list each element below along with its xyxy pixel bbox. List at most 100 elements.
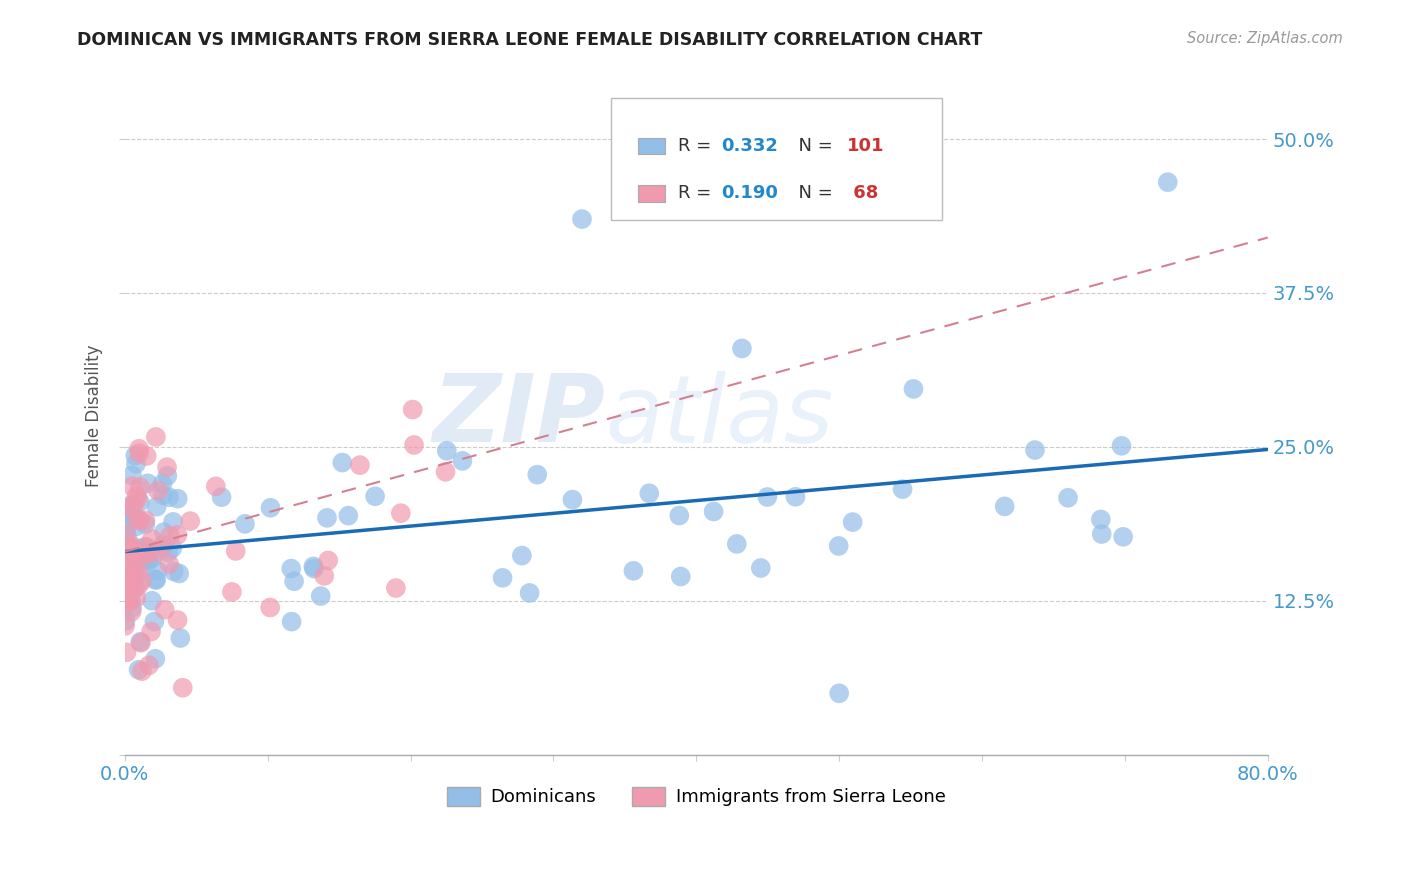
- Point: [129, 480, 152, 494]
- Point: [1111, 439, 1133, 453]
- Point: [526, 467, 548, 482]
- Point: [1112, 530, 1135, 544]
- Point: [179, 514, 201, 528]
- Point: [166, 491, 188, 506]
- Point: [122, 562, 145, 576]
- Point: [117, 531, 139, 545]
- Point: [167, 566, 190, 581]
- Point: [134, 540, 156, 554]
- Point: [703, 504, 725, 518]
- Point: [785, 490, 807, 504]
- Point: [124, 544, 146, 558]
- Point: [122, 499, 145, 513]
- Y-axis label: Female Disability: Female Disability: [86, 345, 103, 487]
- Point: [143, 651, 166, 665]
- Point: [519, 586, 541, 600]
- Point: [125, 547, 148, 561]
- Point: [127, 491, 149, 506]
- Point: [259, 600, 281, 615]
- Point: [117, 505, 139, 519]
- Point: [221, 585, 243, 599]
- Point: [994, 500, 1017, 514]
- Text: 0.332: 0.332: [721, 136, 779, 154]
- Text: DOMINICAN VS IMMIGRANTS FROM SIERRA LEONE FEMALE DISABILITY CORRELATION CHART: DOMINICAN VS IMMIGRANTS FROM SIERRA LEON…: [77, 31, 983, 49]
- Point: [302, 561, 325, 575]
- Point: [152, 541, 174, 555]
- Text: ZIP: ZIP: [432, 370, 605, 462]
- Point: [156, 468, 179, 483]
- Point: [152, 538, 174, 552]
- Point: [128, 541, 150, 556]
- Point: [159, 529, 181, 543]
- Point: [225, 544, 247, 558]
- Point: [436, 443, 458, 458]
- Point: [129, 634, 152, 648]
- Point: [135, 449, 157, 463]
- Point: [828, 686, 851, 700]
- Point: [118, 541, 141, 555]
- Point: [491, 571, 513, 585]
- Point: [153, 525, 176, 540]
- Point: [128, 495, 150, 509]
- FancyBboxPatch shape: [638, 186, 665, 202]
- Point: [141, 532, 163, 546]
- Point: [115, 578, 138, 592]
- Point: [128, 565, 150, 579]
- Point: [124, 449, 146, 463]
- Text: 101: 101: [848, 136, 884, 154]
- Point: [134, 513, 156, 527]
- Point: [124, 511, 146, 525]
- Point: [115, 513, 138, 527]
- Point: [623, 564, 645, 578]
- Point: [122, 574, 145, 588]
- Point: [141, 551, 163, 566]
- Point: [115, 597, 138, 611]
- Point: [121, 541, 143, 555]
- Point: [125, 591, 148, 605]
- Point: [138, 658, 160, 673]
- Point: [121, 605, 143, 619]
- Point: [1024, 443, 1046, 458]
- Point: [316, 553, 339, 567]
- Point: [571, 212, 593, 227]
- Point: [127, 579, 149, 593]
- Point: [731, 342, 754, 356]
- Point: [118, 581, 141, 595]
- Point: [561, 492, 583, 507]
- Point: [121, 497, 143, 511]
- Point: [402, 402, 425, 417]
- Point: [638, 486, 661, 500]
- Point: [145, 573, 167, 587]
- Point: [157, 557, 180, 571]
- Point: [1157, 175, 1180, 189]
- Point: [114, 619, 136, 633]
- Point: [121, 479, 143, 493]
- Point: [134, 516, 156, 531]
- Text: R =: R =: [678, 185, 717, 202]
- Point: [451, 454, 474, 468]
- Point: [120, 538, 142, 552]
- Point: [127, 512, 149, 526]
- Point: [162, 515, 184, 529]
- Point: [434, 465, 457, 479]
- Point: [131, 574, 153, 588]
- Point: [131, 549, 153, 563]
- Point: [136, 476, 159, 491]
- Point: [1090, 512, 1112, 526]
- Point: [668, 508, 690, 523]
- Text: atlas: atlas: [605, 371, 834, 462]
- Point: [118, 566, 141, 581]
- Point: [115, 522, 138, 536]
- Point: [389, 506, 412, 520]
- Point: [129, 635, 152, 649]
- Point: [166, 528, 188, 542]
- Point: [349, 458, 371, 472]
- Point: [131, 664, 153, 678]
- Point: [114, 545, 136, 559]
- Point: [146, 564, 169, 578]
- Point: [903, 382, 925, 396]
- Point: [127, 551, 149, 566]
- Point: [114, 614, 136, 628]
- Point: [669, 569, 692, 583]
- Point: [114, 571, 136, 585]
